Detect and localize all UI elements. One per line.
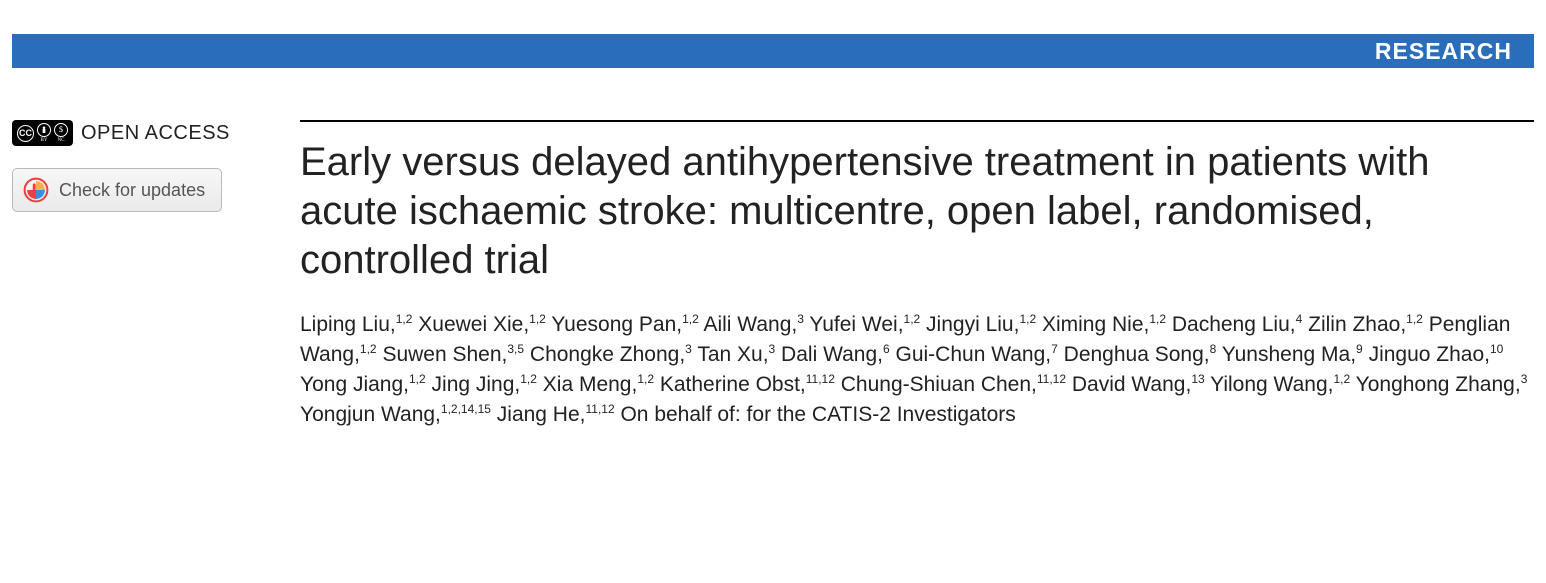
section-banner: RESEARCH (12, 34, 1534, 68)
cc-by-icon: BY (37, 123, 51, 143)
section-banner-label: RESEARCH (1375, 38, 1512, 65)
open-access-label: OPEN ACCESS (81, 122, 230, 145)
check-updates-label: Check for updates (59, 180, 205, 201)
cc-license-icon: CC BY $ NC (12, 120, 73, 146)
article-column: Early versus delayed antihypertensive tr… (300, 120, 1534, 430)
left-column: CC BY $ NC OPEN ACCESS (12, 120, 272, 430)
article-title: Early versus delayed antihypertensive tr… (300, 138, 1534, 284)
cc-nc-icon: $ NC (54, 123, 68, 143)
content-row: CC BY $ NC OPEN ACCESS (0, 68, 1546, 430)
cc-main-circle: CC (17, 125, 34, 142)
author-list: Liping Liu,1,2 Xuewei Xie,1,2 Yuesong Pa… (300, 310, 1534, 429)
check-updates-button[interactable]: Check for updates (12, 168, 222, 212)
open-access-badge: CC BY $ NC OPEN ACCESS (12, 120, 272, 146)
crossmark-icon (23, 177, 49, 203)
